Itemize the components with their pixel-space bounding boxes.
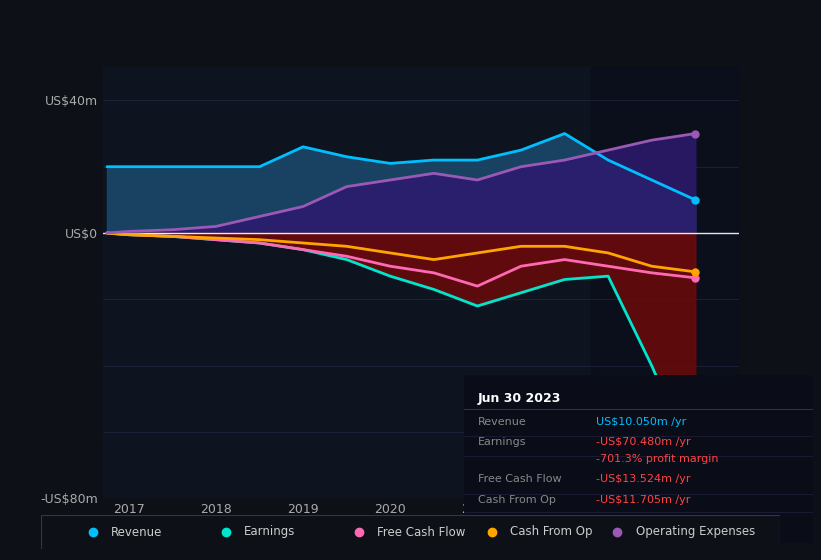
Text: US$10.050m /yr: US$10.050m /yr [596, 417, 686, 427]
Bar [591, 67, 739, 498]
Text: Cash From Op: Cash From Op [511, 525, 593, 539]
Text: -US$70.480m /yr: -US$70.480m /yr [596, 437, 691, 447]
Text: US$29.911m /yr: US$29.911m /yr [596, 515, 687, 525]
Text: -US$11.705m /yr: -US$11.705m /yr [596, 494, 690, 505]
Text: -701.3% profit margin: -701.3% profit margin [596, 454, 719, 464]
Text: Jun 30 2023: Jun 30 2023 [478, 392, 562, 405]
Text: Operating Expenses: Operating Expenses [478, 515, 590, 525]
Text: -US$13.524m /yr: -US$13.524m /yr [596, 474, 691, 484]
Text: Earnings: Earnings [245, 525, 296, 539]
Text: Earnings: Earnings [478, 437, 526, 447]
Text: Cash From Op: Cash From Op [478, 494, 556, 505]
Text: Free Cash Flow: Free Cash Flow [478, 474, 562, 484]
Text: Operating Expenses: Operating Expenses [636, 525, 755, 539]
Text: Revenue: Revenue [478, 417, 526, 427]
Text: Free Cash Flow: Free Cash Flow [378, 525, 466, 539]
Text: Revenue: Revenue [112, 525, 163, 539]
